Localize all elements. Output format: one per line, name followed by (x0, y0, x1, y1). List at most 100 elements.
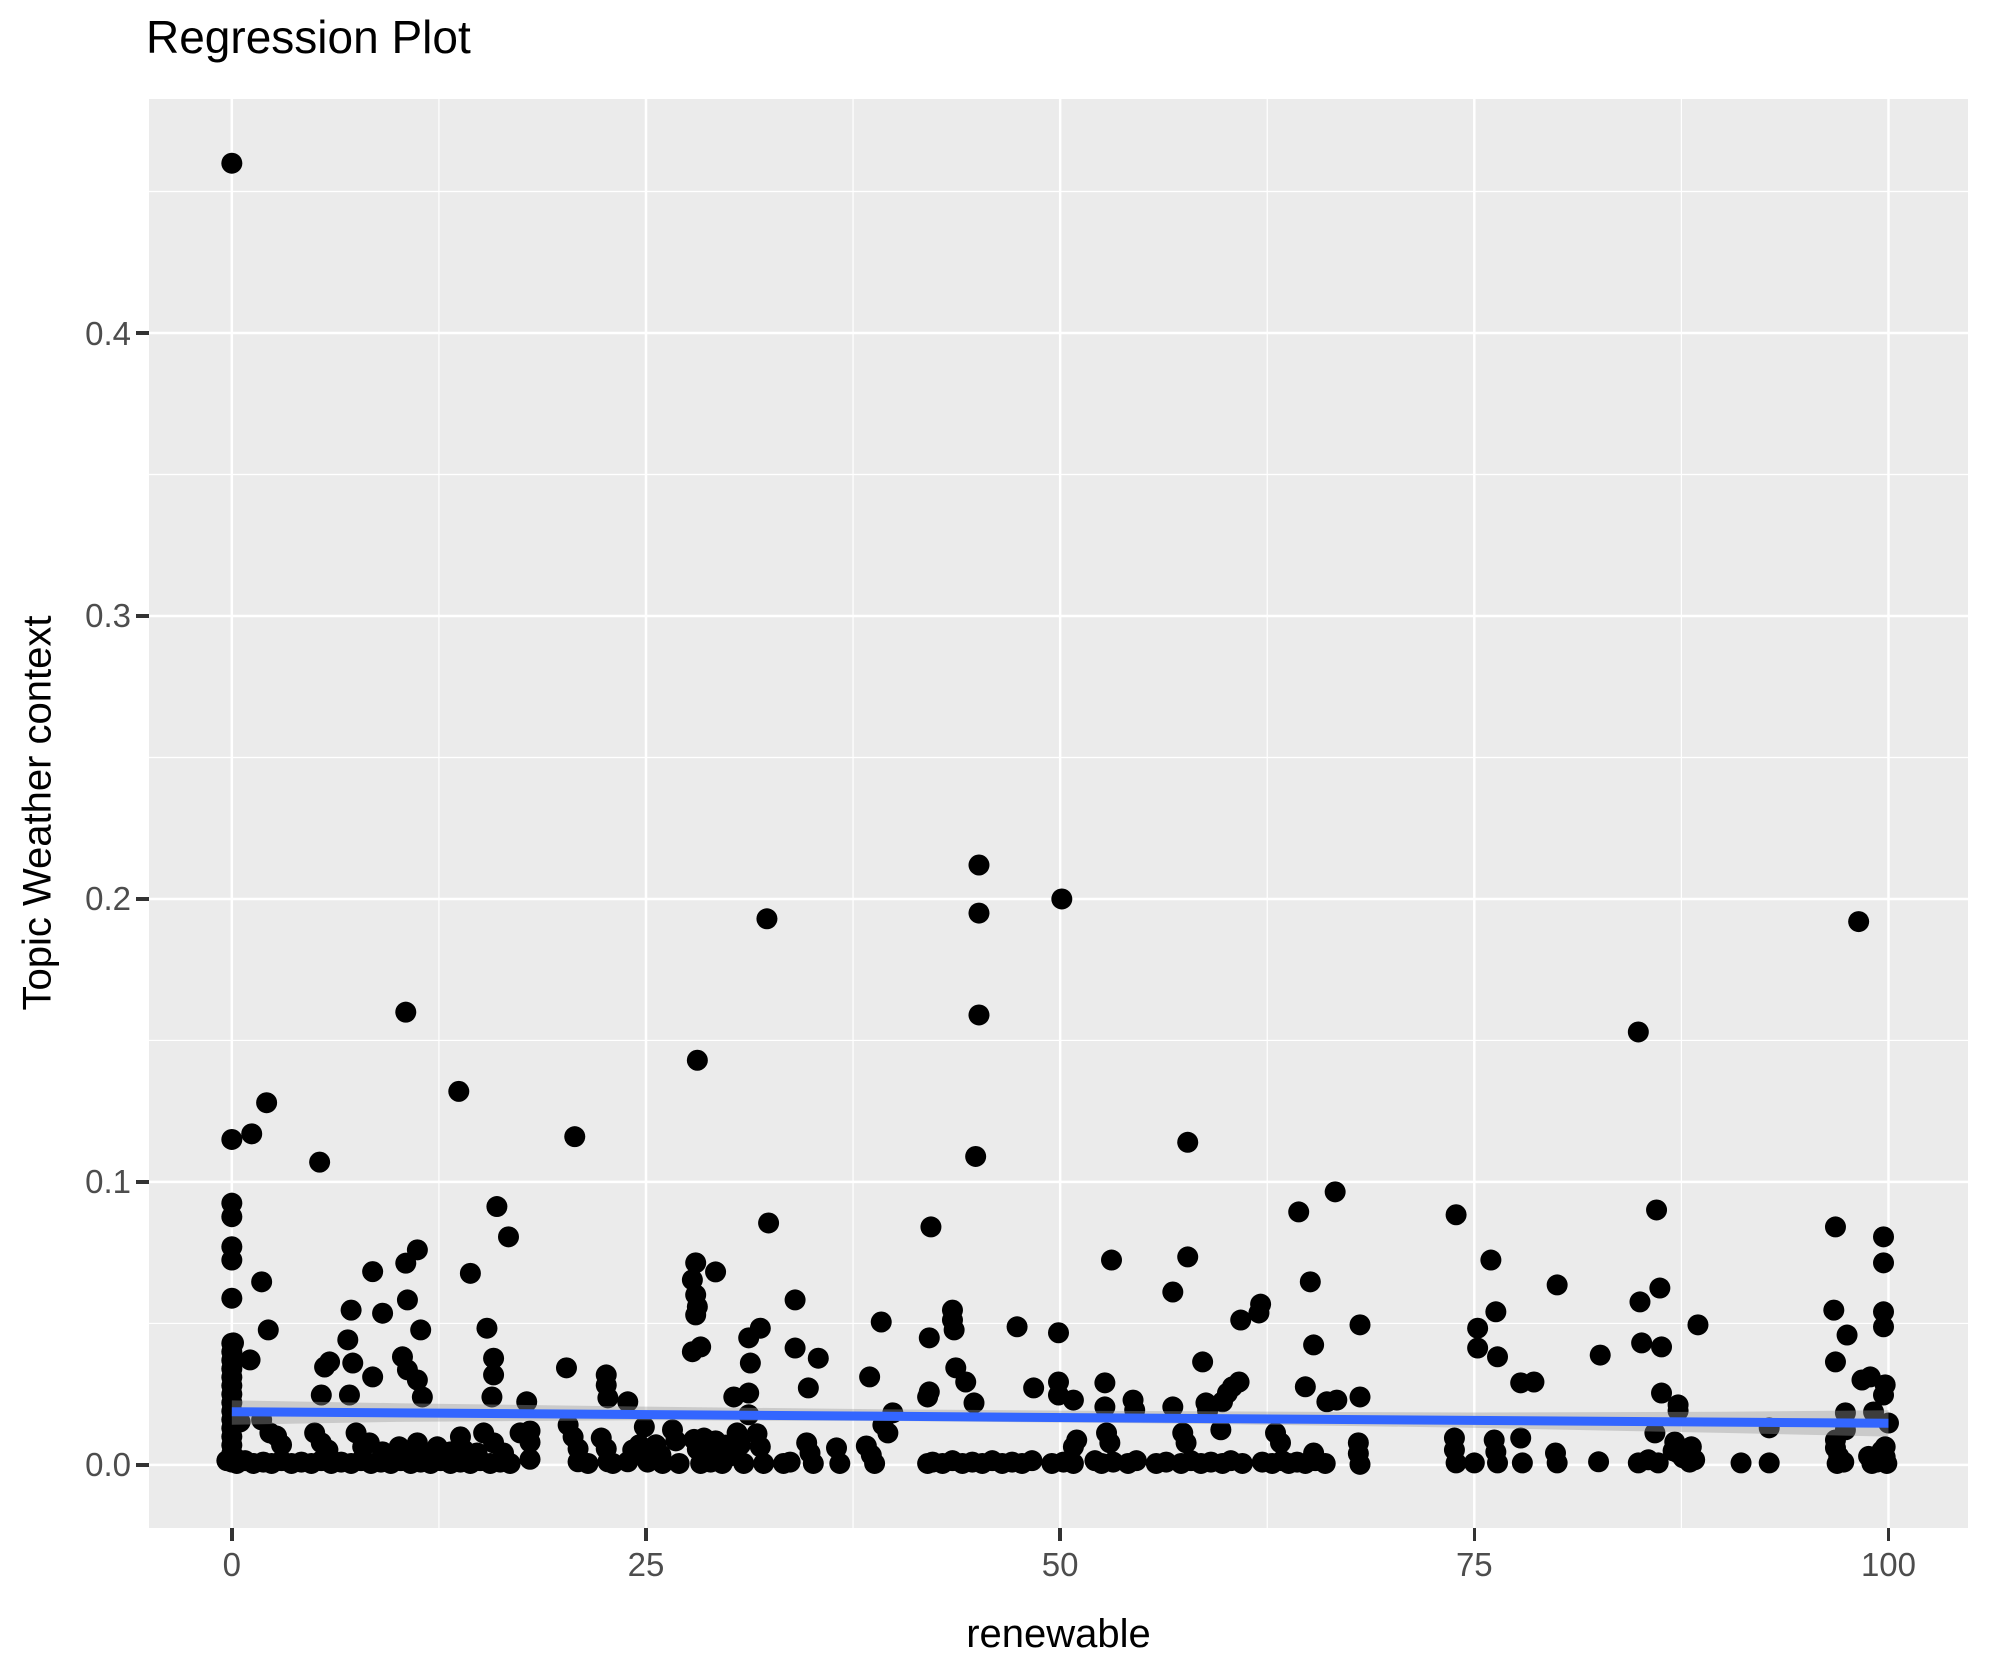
data-point (1627, 1021, 1649, 1043)
data-point (1629, 1291, 1651, 1313)
data-point (221, 1287, 243, 1309)
data-point (319, 1351, 341, 1373)
data-point (1649, 1277, 1671, 1299)
data-point (749, 1436, 771, 1458)
data-point (955, 1371, 977, 1393)
data-point (1546, 1274, 1568, 1296)
data-point (963, 1392, 985, 1414)
data-point (1647, 1452, 1669, 1474)
data-point (1824, 1351, 1846, 1373)
data-point (1269, 1432, 1291, 1454)
data-point (1250, 1293, 1272, 1315)
data-point (1651, 1336, 1673, 1358)
x-tick-label: 75 (1455, 1546, 1493, 1583)
data-point (738, 1382, 760, 1404)
data-point (1099, 1432, 1121, 1454)
data-point (1730, 1452, 1752, 1474)
data-point (859, 1366, 881, 1388)
data-point (829, 1452, 851, 1474)
data-point (1873, 1301, 1895, 1323)
data-point (406, 1369, 428, 1391)
scatter-points (216, 152, 1899, 1475)
x-tick-label: 50 (1041, 1546, 1079, 1583)
data-point (481, 1386, 503, 1408)
data-point (668, 1452, 690, 1474)
data-point (617, 1391, 639, 1413)
data-point (1303, 1334, 1325, 1356)
y-tick-label: 0.2 (85, 880, 131, 918)
data-point (1863, 1401, 1885, 1423)
x-tick-label: 0 (222, 1546, 241, 1583)
data-point (221, 152, 243, 174)
data-point (1834, 1402, 1856, 1424)
data-point (1094, 1396, 1116, 1418)
data-point (1066, 1429, 1088, 1451)
data-point (665, 1430, 687, 1452)
data-point (1463, 1452, 1485, 1474)
data-point (239, 1349, 261, 1371)
plot-canvas (149, 99, 1968, 1528)
x-tick-mark (230, 1528, 234, 1541)
data-point (733, 1452, 755, 1474)
data-point (1006, 1316, 1028, 1338)
data-point (519, 1431, 541, 1453)
data-point (1758, 1452, 1780, 1474)
data-point (1051, 888, 1073, 910)
data-point (779, 1451, 801, 1473)
data-point (483, 1364, 505, 1386)
data-point (802, 1452, 824, 1474)
data-point (943, 1319, 965, 1341)
data-point (753, 1452, 775, 1474)
data-point (1314, 1452, 1336, 1474)
data-point (310, 1384, 332, 1406)
data-point (410, 1319, 432, 1341)
data-point (1162, 1396, 1184, 1418)
data-point (1023, 1377, 1045, 1399)
data-point (686, 1049, 708, 1071)
x-tick-mark (1058, 1528, 1062, 1541)
data-point (920, 1216, 942, 1238)
data-point (256, 1092, 278, 1114)
data-point (784, 1337, 806, 1359)
y-tick-mark (136, 1463, 149, 1467)
data-point (1445, 1452, 1467, 1474)
data-point (1324, 1181, 1346, 1203)
data-point (271, 1434, 293, 1456)
data-point (705, 1261, 727, 1283)
data-point (1175, 1432, 1197, 1454)
data-point (406, 1239, 428, 1261)
data-point (1687, 1314, 1709, 1336)
x-tick-mark (1886, 1528, 1891, 1541)
data-point (602, 1452, 624, 1474)
y-tick-label: 0.0 (85, 1446, 131, 1484)
data-point (1480, 1249, 1502, 1271)
data-point (577, 1452, 599, 1474)
x-axis-title: renewable (966, 1612, 1151, 1656)
data-point (372, 1302, 394, 1324)
y-axis-title: Topic Weather context (15, 615, 60, 1011)
data-point (1299, 1271, 1321, 1293)
regression-line (231, 1407, 1889, 1428)
data-point (241, 1123, 263, 1145)
data-point (918, 1381, 940, 1403)
data-point (1210, 1419, 1232, 1441)
data-point (1467, 1337, 1489, 1359)
x-tick-label: 25 (627, 1546, 665, 1583)
data-point (1062, 1452, 1084, 1474)
data-point (1228, 1371, 1250, 1393)
data-point (968, 854, 990, 876)
data-point (221, 1249, 243, 1271)
x-tick-label: 100 (1860, 1546, 1916, 1583)
data-point (1523, 1371, 1545, 1393)
data-point (1445, 1204, 1467, 1226)
data-point (965, 1145, 987, 1167)
y-tick-label: 0.3 (85, 597, 131, 635)
data-point (597, 1387, 619, 1409)
data-point (1485, 1301, 1507, 1323)
data-point (968, 1004, 990, 1026)
data-point (1326, 1389, 1348, 1411)
data-point (1125, 1450, 1147, 1472)
data-point (877, 1422, 899, 1444)
data-point (1836, 1324, 1858, 1346)
x-tick-mark (1472, 1528, 1477, 1541)
